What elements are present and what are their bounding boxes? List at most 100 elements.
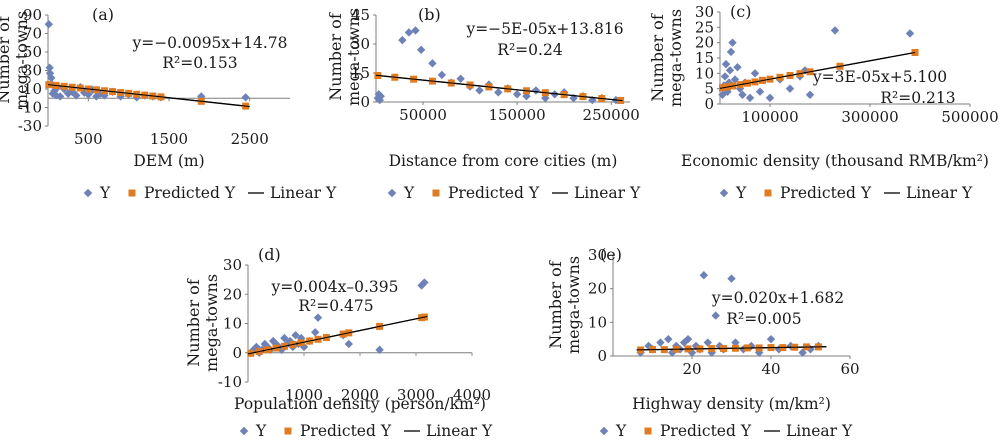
data-point-observed bbox=[428, 59, 437, 68]
chart-panel-e: 0 10 20 30 20 40 60 (e) y=0.020x+1.682 R²=0.005 Nu… bbox=[546, 245, 860, 440]
data-point-observed bbox=[411, 26, 420, 35]
y-tick-label: 20 bbox=[695, 34, 714, 52]
data-point-observed bbox=[47, 73, 56, 83]
legend-label-predicted: Predicted Y bbox=[144, 184, 236, 202]
data-point-observed bbox=[72, 91, 81, 100]
data-point-observed bbox=[398, 35, 407, 45]
x-tick-label: 500 bbox=[74, 130, 103, 148]
data-point-observed bbox=[726, 47, 736, 57]
panel-label: (b) bbox=[418, 5, 441, 24]
r-squared: R²=0.005 bbox=[726, 310, 801, 328]
y-axis-title: Number ofmega-towns bbox=[648, 9, 685, 107]
legend-marker-predicted bbox=[432, 189, 440, 197]
regression-equation: y=0.020x+1.682 bbox=[711, 289, 844, 307]
legend-label-line: Linear Y bbox=[426, 422, 493, 440]
y-tick-label: 30 bbox=[588, 246, 607, 264]
r-squared: R²=0.213 bbox=[880, 89, 955, 107]
legend: Y Predicted Y Linear Y bbox=[239, 422, 493, 440]
y-tick-label: 50 bbox=[23, 43, 42, 61]
legend-marker-observed bbox=[83, 188, 93, 198]
legend-label-line: Linear Y bbox=[906, 184, 973, 202]
data-point-observed bbox=[475, 86, 484, 95]
data-point-observed bbox=[805, 90, 815, 99]
y-tick-label: -30 bbox=[18, 117, 42, 135]
data-point-observed bbox=[755, 87, 765, 96]
y-axis-title: Number ofmega-towns bbox=[184, 274, 221, 372]
legend-marker-observed bbox=[387, 188, 397, 198]
data-point-observed bbox=[531, 86, 541, 95]
data-point-observed bbox=[766, 334, 776, 344]
data-point-observed bbox=[375, 345, 384, 355]
data-point-observed bbox=[765, 93, 775, 103]
data-point-observed bbox=[48, 89, 58, 98]
legend-label-line: Linear Y bbox=[786, 422, 853, 440]
legend-marker-predicted bbox=[284, 427, 292, 435]
data-point-observed bbox=[84, 90, 93, 99]
legend-label-predicted: Predicted Y bbox=[660, 422, 752, 440]
x-tick-label: 2500 bbox=[231, 130, 269, 148]
y-tick-label: 0 bbox=[704, 95, 714, 113]
data-point-observed bbox=[311, 328, 320, 337]
x-tick-label: 3000 bbox=[397, 386, 435, 404]
legend-marker-predicted bbox=[764, 189, 772, 197]
data-point-observed bbox=[68, 87, 77, 96]
data-point-observed bbox=[437, 70, 447, 80]
legend-label-predicted: Predicted Y bbox=[448, 184, 540, 202]
x-tick-label: 20 bbox=[682, 360, 701, 378]
data-point-observed bbox=[830, 26, 840, 35]
data-point-observed bbox=[420, 278, 429, 287]
data-point-observed bbox=[720, 72, 730, 81]
y-tick-label: 10 bbox=[223, 315, 242, 333]
legend-label-observed: Y bbox=[735, 184, 747, 202]
x-tick-label: 1500 bbox=[150, 130, 188, 148]
data-point-observed bbox=[733, 63, 742, 72]
data-point-observed bbox=[785, 84, 795, 93]
x-axis-title: Economic density (thousand RMB/km²) bbox=[681, 152, 989, 170]
legend-marker-observed bbox=[719, 188, 729, 198]
legend: Y Predicted Y Linear Y bbox=[719, 184, 973, 202]
chart-panel-b: 0 15 30 45 50000 150000 250000 (b) y=−5E-05x+13.… bbox=[326, 5, 641, 202]
y-tick-label: 0 bbox=[232, 344, 242, 362]
data-point-observed bbox=[241, 93, 250, 102]
regression-equation: y=3E-05x+5.100 bbox=[812, 68, 947, 86]
data-point-observed bbox=[711, 311, 720, 320]
data-point-observed bbox=[416, 45, 426, 54]
data-point-observed bbox=[494, 88, 503, 97]
y-tick-label: -10 bbox=[218, 373, 242, 391]
legend-marker-predicted bbox=[644, 427, 652, 435]
data-point-observed bbox=[750, 69, 760, 78]
data-point-observed bbox=[738, 90, 747, 99]
x-tick-label: 50000 bbox=[399, 106, 447, 124]
legend-label-line: Linear Y bbox=[270, 184, 337, 202]
r-squared: R²=0.153 bbox=[162, 54, 237, 72]
x-axis-title: DEM (m) bbox=[133, 152, 204, 170]
data-point-observed bbox=[44, 20, 54, 29]
chart-panel-d: -10 0 10 20 30 1000 2000 3000 4000 (d) y=0.004x–0.… bbox=[184, 245, 493, 440]
data-point-observed bbox=[512, 90, 522, 99]
data-point-observed bbox=[656, 338, 665, 347]
data-point-observed bbox=[798, 348, 807, 357]
data-point-observed bbox=[456, 74, 465, 83]
panel-label: (d) bbox=[258, 245, 281, 264]
y-tick-label: 20 bbox=[223, 285, 242, 303]
data-point-observed bbox=[725, 66, 735, 75]
x-tick-label: 500000 bbox=[941, 108, 998, 126]
panel-label: (e) bbox=[600, 245, 622, 264]
data-point-observed bbox=[683, 334, 693, 344]
y-tick-label: 90 bbox=[23, 6, 42, 24]
x-tick-label: 300000 bbox=[841, 108, 898, 126]
data-point-observed bbox=[745, 93, 755, 103]
y-tick-label: 30 bbox=[695, 3, 714, 21]
x-tick-label: 60 bbox=[840, 360, 859, 378]
data-point-observed bbox=[703, 338, 712, 347]
y-axis-title: Number ofmega-towns bbox=[546, 256, 583, 354]
data-point-observed bbox=[644, 341, 653, 351]
y-tick-label: 45 bbox=[351, 6, 370, 24]
panel-label: (c) bbox=[730, 2, 751, 21]
data-point-observed bbox=[197, 92, 206, 101]
y-tick-label: 30 bbox=[223, 256, 242, 274]
trend-line-overlay bbox=[247, 315, 428, 355]
x-axis-title: Distance from core cities (m) bbox=[389, 152, 618, 170]
trend-line-overlay bbox=[47, 84, 250, 108]
